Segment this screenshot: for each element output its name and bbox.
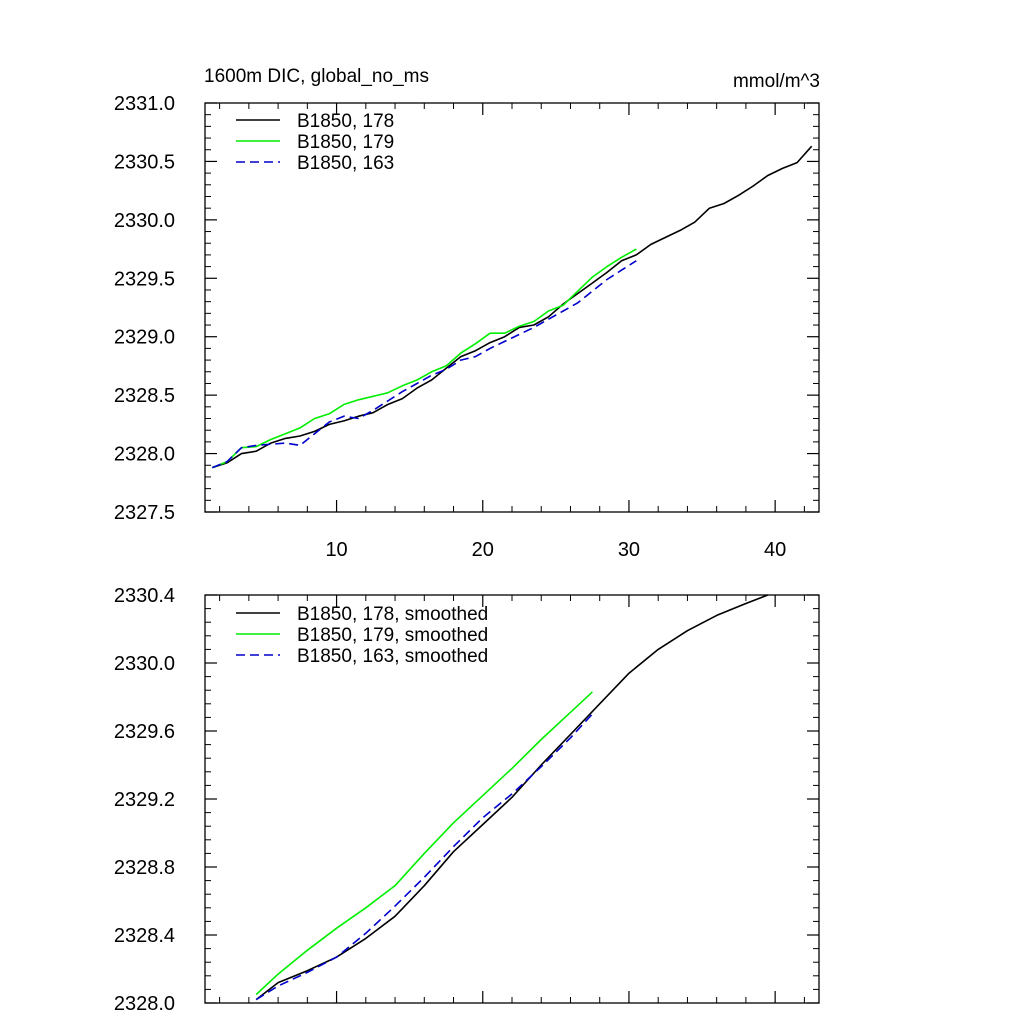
- y-tick-label: 2330.5: [114, 151, 175, 173]
- series-line-2: [212, 248, 637, 469]
- y-tick-label: 2330.0: [114, 210, 175, 232]
- y-tick-label: 2328.0: [114, 993, 175, 1015]
- x-tick-label: 10: [325, 539, 347, 561]
- legend-label-3: B1850, 163, smoothed: [297, 646, 488, 667]
- top-plot: 2327.5 2328.0 2328.5 2329.0 2329.5 2330.0 2330…: [114, 93, 819, 561]
- legend-label-1: B1850, 178, smoothed: [297, 604, 488, 625]
- legend-label-2: B1850, 179, smoothed: [297, 625, 488, 646]
- legend-label-2: B1850, 179: [297, 132, 394, 153]
- units-label: mmol/m^3: [733, 71, 820, 92]
- y-tick-label: 2328.5: [114, 385, 175, 407]
- series-line-1: [212, 145, 813, 469]
- legend-label-1: B1850, 178: [297, 111, 394, 132]
- chart-title: 1600m DIC, global_no_ms: [204, 66, 429, 87]
- series-line-3: [255, 713, 593, 1001]
- legend-label-3: B1850, 163: [297, 153, 394, 174]
- y-tick-label: 2331.0: [114, 93, 175, 115]
- y-tick-label: 2329.6: [114, 721, 175, 743]
- y-tick-label: 2329.2: [114, 789, 175, 811]
- y-tick-label: 2328.0: [114, 444, 175, 466]
- y-tick-label: 2329.5: [114, 268, 175, 290]
- series-line-2: [255, 691, 593, 996]
- y-tick-label: 2329.0: [114, 327, 175, 349]
- x-tick-label: 20: [472, 539, 494, 561]
- y-tick-label: 2328.4: [114, 925, 175, 947]
- series-line-3: [212, 260, 637, 469]
- y-tick-label: 2330.0: [114, 653, 175, 675]
- y-tick-label: 2330.4: [114, 585, 175, 607]
- y-tick-label: 2327.5: [114, 502, 175, 524]
- x-tick-label: 30: [618, 539, 640, 561]
- bottom-plot: 2328.0 2328.4 2328.8 2329.2 2329.6 2330.0 2330…: [114, 585, 819, 1015]
- y-tick-label: 2328.8: [114, 857, 175, 879]
- x-tick-label: 40: [764, 539, 786, 561]
